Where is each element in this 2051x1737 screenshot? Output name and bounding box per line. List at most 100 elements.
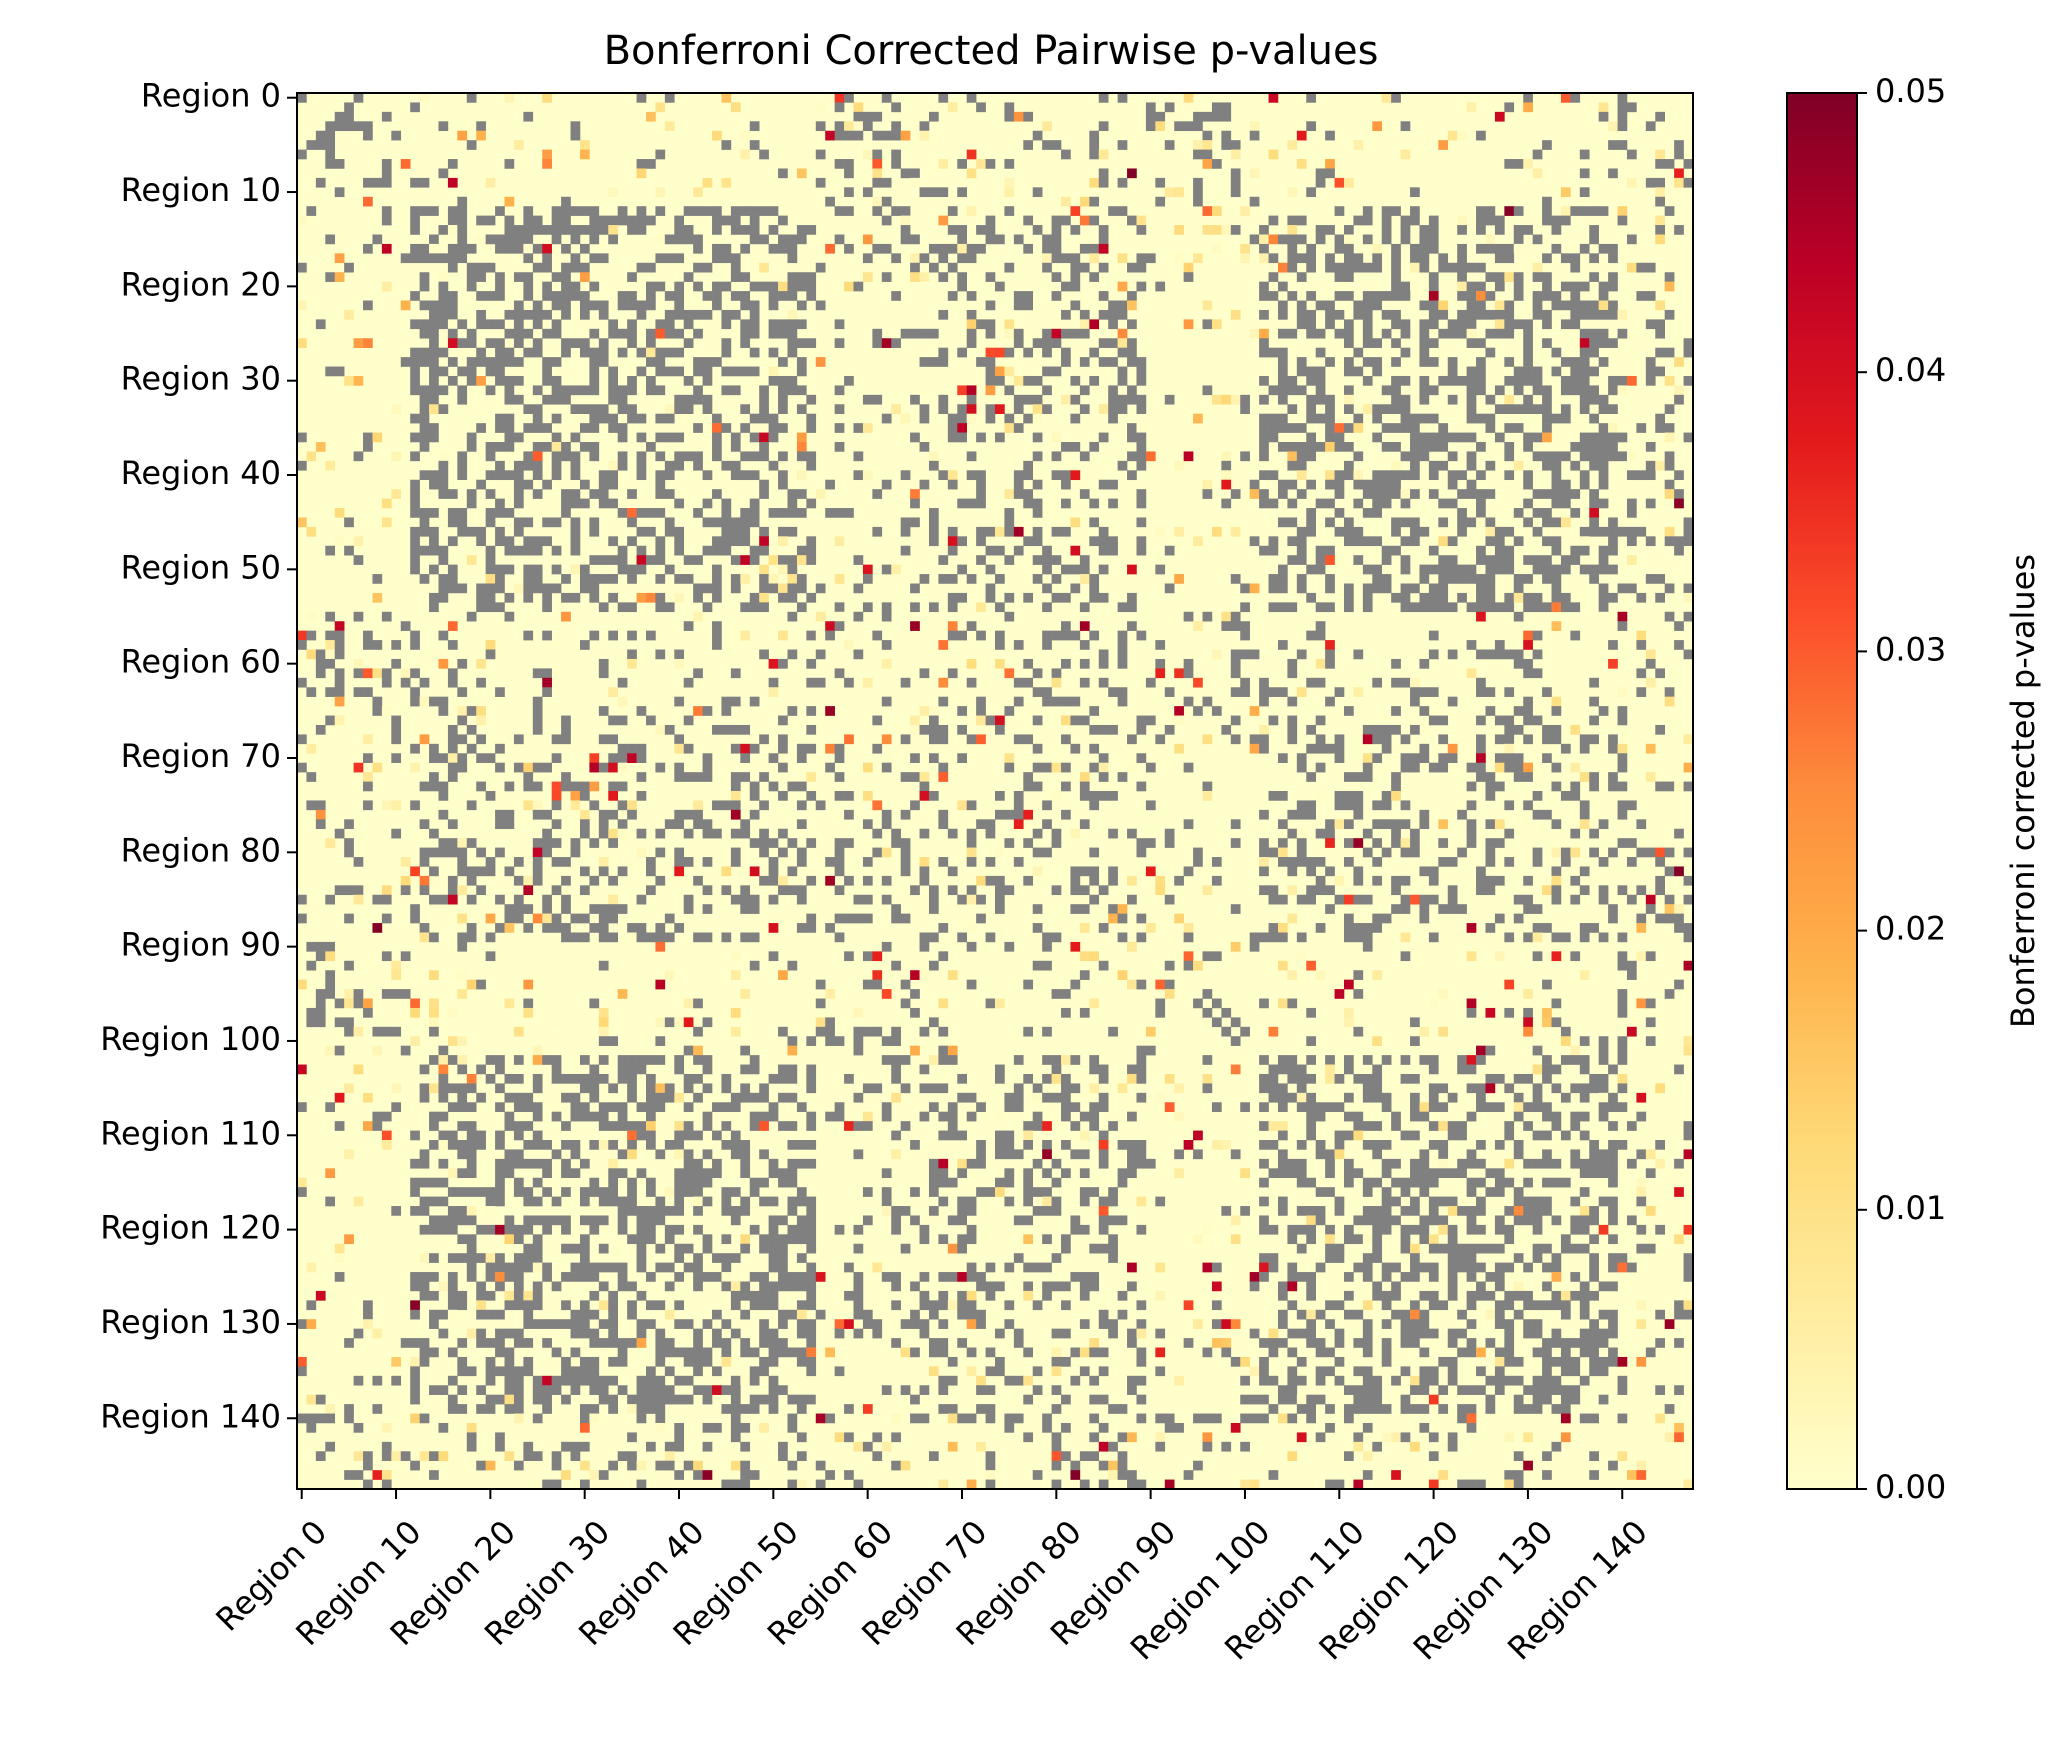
heatmap-cell (1211, 394, 1222, 405)
heatmap-cell (1023, 489, 1034, 499)
heatmap-cell (636, 526, 647, 537)
heatmap-cell (1485, 687, 1496, 697)
heatmap-cell (1315, 234, 1326, 245)
heatmap-cell (683, 1073, 694, 1084)
heatmap-cell (1070, 375, 1081, 386)
heatmap-cell (1589, 272, 1599, 282)
heatmap-cell (579, 225, 590, 235)
heatmap-cell (429, 366, 439, 377)
heatmap-cell (1013, 470, 1024, 481)
heatmap-cell (419, 545, 430, 556)
heatmap-cell (315, 668, 326, 679)
heatmap-cell (353, 121, 364, 132)
heatmap-cell (1089, 762, 1100, 773)
heatmap-cell (1560, 319, 1571, 330)
heatmap-cell (504, 564, 515, 575)
heatmap-cell (919, 187, 930, 198)
heatmap-cell (1061, 281, 1071, 292)
heatmap-cell (636, 791, 647, 801)
heatmap-cell (749, 319, 760, 330)
heatmap-cell (334, 621, 345, 631)
heatmap-cell (834, 913, 845, 924)
heatmap-cell (1362, 1055, 1373, 1065)
heatmap-cell (1344, 791, 1354, 801)
heatmap-cell (957, 432, 967, 443)
heatmap-cell (966, 168, 977, 179)
heatmap-cell (297, 913, 307, 924)
heatmap-cell (1598, 1111, 1609, 1122)
heatmap-cell (1494, 1168, 1505, 1179)
heatmap-cell (1004, 1149, 1015, 1160)
heatmap-cell (1344, 857, 1354, 867)
heatmap-cell (438, 291, 449, 301)
heatmap-cell (806, 394, 817, 405)
heatmap-cell (712, 225, 722, 235)
heatmap-cell (1117, 366, 1128, 377)
heatmap-cell (1079, 555, 1090, 565)
heatmap-cell (938, 1111, 949, 1122)
heatmap-cell (1400, 498, 1411, 509)
heatmap-cell (570, 206, 581, 216)
heatmap-cell (1259, 291, 1269, 301)
heatmap-cell (1287, 913, 1298, 924)
heatmap-cell (1626, 960, 1637, 971)
heatmap-cell (1476, 1083, 1486, 1094)
heatmap-cell (598, 828, 609, 839)
heatmap-cell (1532, 1158, 1543, 1169)
heatmap-cell (589, 1111, 600, 1122)
heatmap-cell (1079, 309, 1090, 320)
heatmap-cell (1570, 1149, 1581, 1160)
heatmap-cell (693, 592, 703, 603)
heatmap-cell (834, 319, 845, 330)
heatmap-cell (1372, 913, 1383, 924)
heatmap-cell (919, 857, 930, 867)
heatmap-cell (363, 196, 373, 207)
chart-title: Bonferroni Corrected Pairwise p-values (604, 28, 1379, 74)
heatmap-cell (1542, 1130, 1552, 1141)
heatmap-cell (1023, 1130, 1034, 1141)
heatmap-cell (513, 394, 524, 405)
heatmap-cell (853, 894, 864, 905)
heatmap-cell (1400, 1055, 1411, 1065)
heatmap-cell (1391, 1121, 1401, 1131)
heatmap-cell (1344, 357, 1354, 367)
heatmap-cell (1079, 772, 1090, 782)
heatmap-cell (910, 489, 920, 499)
heatmap-cell (504, 357, 515, 367)
heatmap-cell (1617, 611, 1628, 622)
heatmap-cell (570, 564, 581, 575)
heatmap-cell (457, 234, 468, 245)
heatmap-cell (1466, 375, 1477, 386)
heatmap-cell (1296, 1177, 1307, 1188)
heatmap-cell (532, 1083, 543, 1094)
heatmap-cell (561, 281, 571, 292)
heatmap-cell (1428, 432, 1439, 443)
heatmap-cell (513, 1102, 524, 1112)
heatmap-cell (598, 809, 609, 820)
heatmap-cell (1513, 762, 1524, 773)
heatmap-cell (419, 857, 430, 867)
heatmap-cell (1089, 583, 1100, 594)
heatmap-cell (674, 1168, 685, 1179)
heatmap-cell (834, 442, 845, 452)
heatmap-cell (957, 243, 967, 254)
heatmap-cell (778, 479, 788, 490)
heatmap-cell (513, 460, 524, 471)
heatmap-cell (1608, 734, 1618, 745)
heatmap-cell (1334, 423, 1345, 433)
heatmap-cell (1268, 1168, 1279, 1179)
heatmap-cell (1570, 630, 1581, 641)
heatmap-cell (1108, 413, 1118, 424)
heatmap-cell (1532, 309, 1543, 320)
heatmap-cell (306, 611, 317, 622)
heatmap-cell (334, 828, 345, 839)
heatmap-cell (1127, 347, 1137, 358)
heatmap-cell (1645, 1149, 1656, 1160)
heatmap-cell (740, 404, 751, 414)
heatmap-cell (759, 545, 769, 556)
heatmap-cell (1079, 451, 1090, 462)
heatmap-cell (1070, 743, 1081, 754)
heatmap-cell (1136, 517, 1147, 528)
heatmap-cell (1372, 838, 1383, 848)
heatmap-cell (410, 357, 420, 367)
